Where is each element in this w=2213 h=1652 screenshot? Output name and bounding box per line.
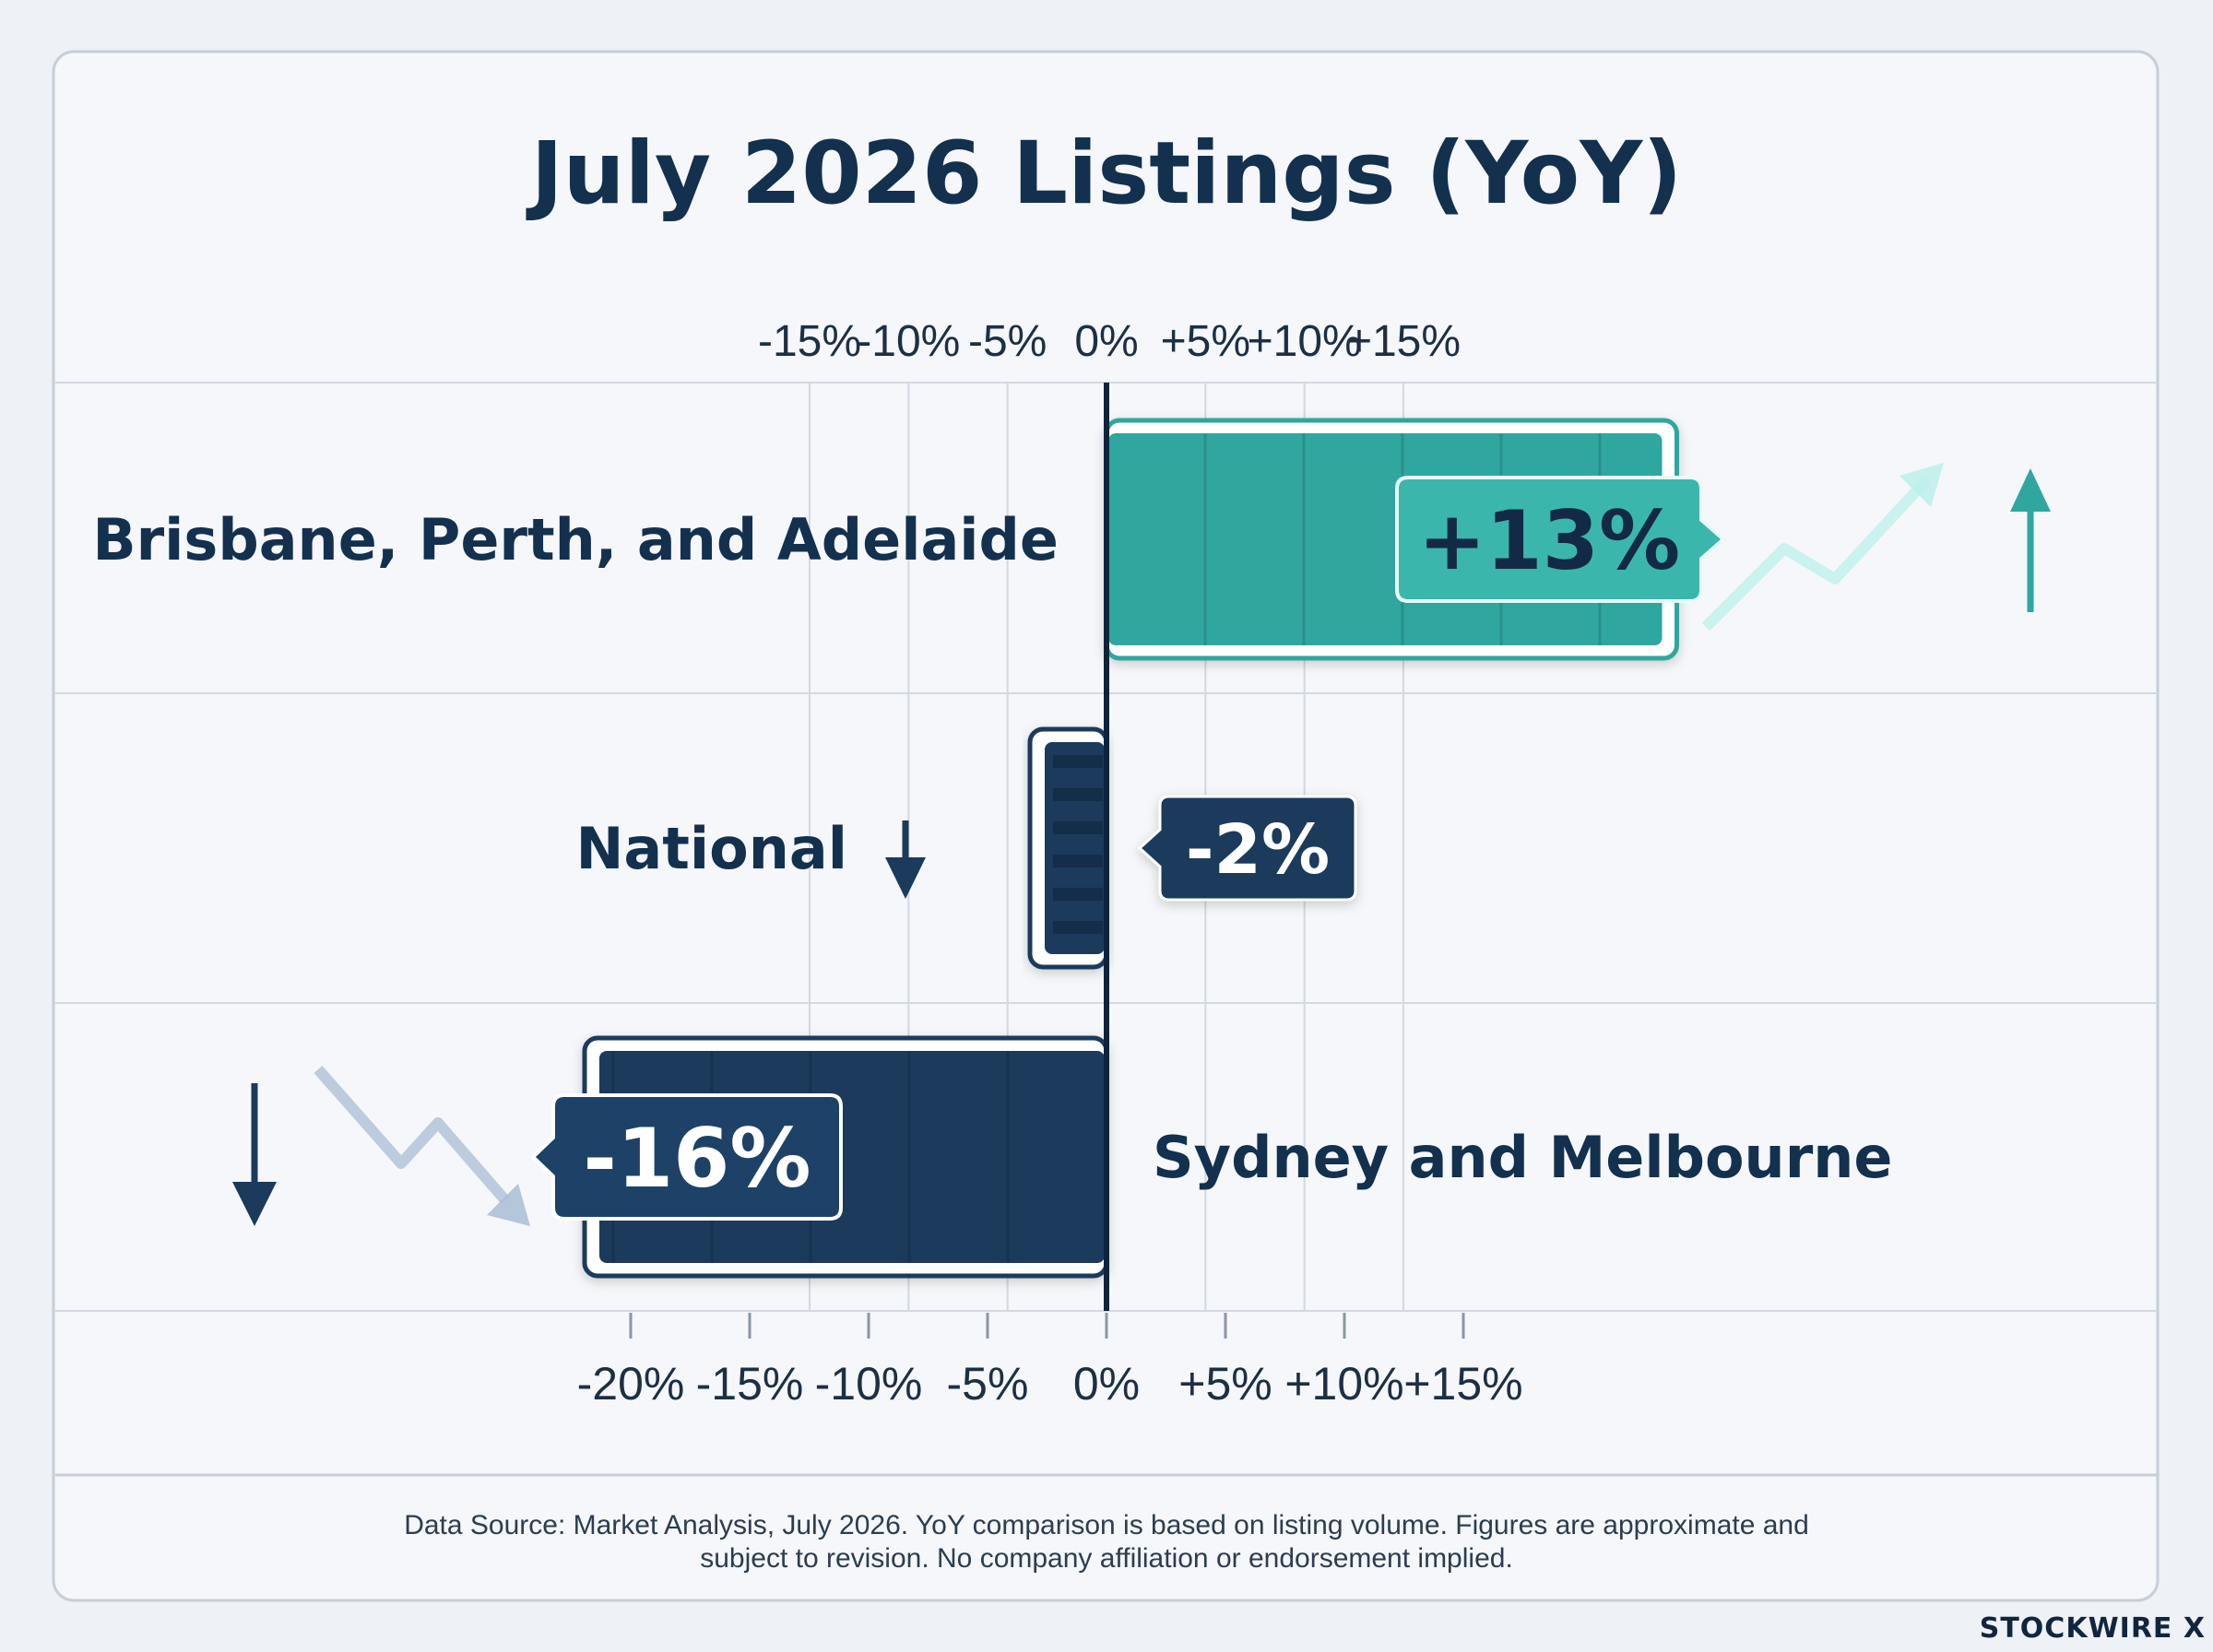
top-tick-label-6: +15% (1346, 317, 1461, 366)
up-arrow-head-icon (2010, 468, 2051, 512)
bottom-tick-label-7: +15% (1403, 1358, 1522, 1410)
top-tick-label-2: -5% (968, 317, 1047, 366)
national-stripe-5 (1053, 921, 1103, 934)
national-stripe-1 (1053, 788, 1103, 801)
chart-title: July 2026 Listings (YoY) (526, 124, 1683, 224)
bottom-tick-label-0: -20% (577, 1358, 685, 1410)
down-arrow-head-icon-sydney (232, 1182, 277, 1226)
down-arrow-head-icon-national (885, 857, 926, 899)
bottom-axis: -20% -15% -10% -5% 0% +5% +10% +15% (577, 1313, 1523, 1410)
value-callout-0: +13% (1395, 476, 1727, 603)
bottom-tick-label-6: +10% (1284, 1358, 1403, 1410)
value-label-0: +13% (1418, 493, 1680, 588)
category-label-0: Brisbane, Perth, and Adelaide (92, 506, 1059, 573)
top-tick-label-1: -10% (857, 317, 960, 366)
top-tick-label-4: +5% (1161, 317, 1250, 366)
national-stripe-0 (1053, 755, 1103, 768)
bottom-tick-label-5: +5% (1178, 1358, 1272, 1410)
value-callout-1: -2% (1137, 795, 1357, 902)
value-label-2: -16% (583, 1111, 811, 1206)
top-tick-label-5: +10% (1248, 317, 1362, 366)
national-stripe-2 (1053, 821, 1103, 834)
source-note-line-2: subject to revision. No company affiliat… (700, 1543, 1513, 1574)
trend-down-arrowhead-icon (487, 1184, 530, 1226)
top-axis: -15%-10% -5% 0% +5%+10%+15% (758, 317, 1461, 366)
trend-down-line-icon (314, 1066, 510, 1204)
top-tick-label-3: 0% (1074, 317, 1138, 366)
brand-logo: STOCKWIRE X (1979, 1612, 2206, 1645)
bottom-tick-label-2: -10% (815, 1358, 923, 1410)
trend-up-line-icon (1701, 475, 1932, 631)
bottom-tick-label-1: -15% (696, 1358, 804, 1410)
source-note-line-1: Data Source: Market Analysis, July 2026.… (404, 1510, 1809, 1540)
value-callout-box-0 (1395, 476, 1727, 603)
top-tick-label-0: -15% (758, 317, 861, 366)
category-label-2: Sydney and Melbourne (1153, 1124, 1892, 1191)
category-label-1: National (576, 815, 847, 882)
value-callout-box-2 (530, 1093, 843, 1221)
bottom-tick-label-3: -5% (947, 1358, 1029, 1410)
national-stripe-3 (1053, 855, 1103, 867)
value-callout-box-1 (1137, 795, 1357, 902)
bottom-tick-label-4: 0% (1073, 1358, 1140, 1410)
value-label-1: -2% (1186, 810, 1330, 890)
national-stripe-4 (1053, 888, 1103, 901)
value-callout-2: -16% (530, 1093, 843, 1221)
bars-layer: Brisbane, Perth, and Adelaide +13% Nationa… (92, 383, 2051, 1311)
trend-up-arrowhead-icon (1899, 463, 1944, 507)
